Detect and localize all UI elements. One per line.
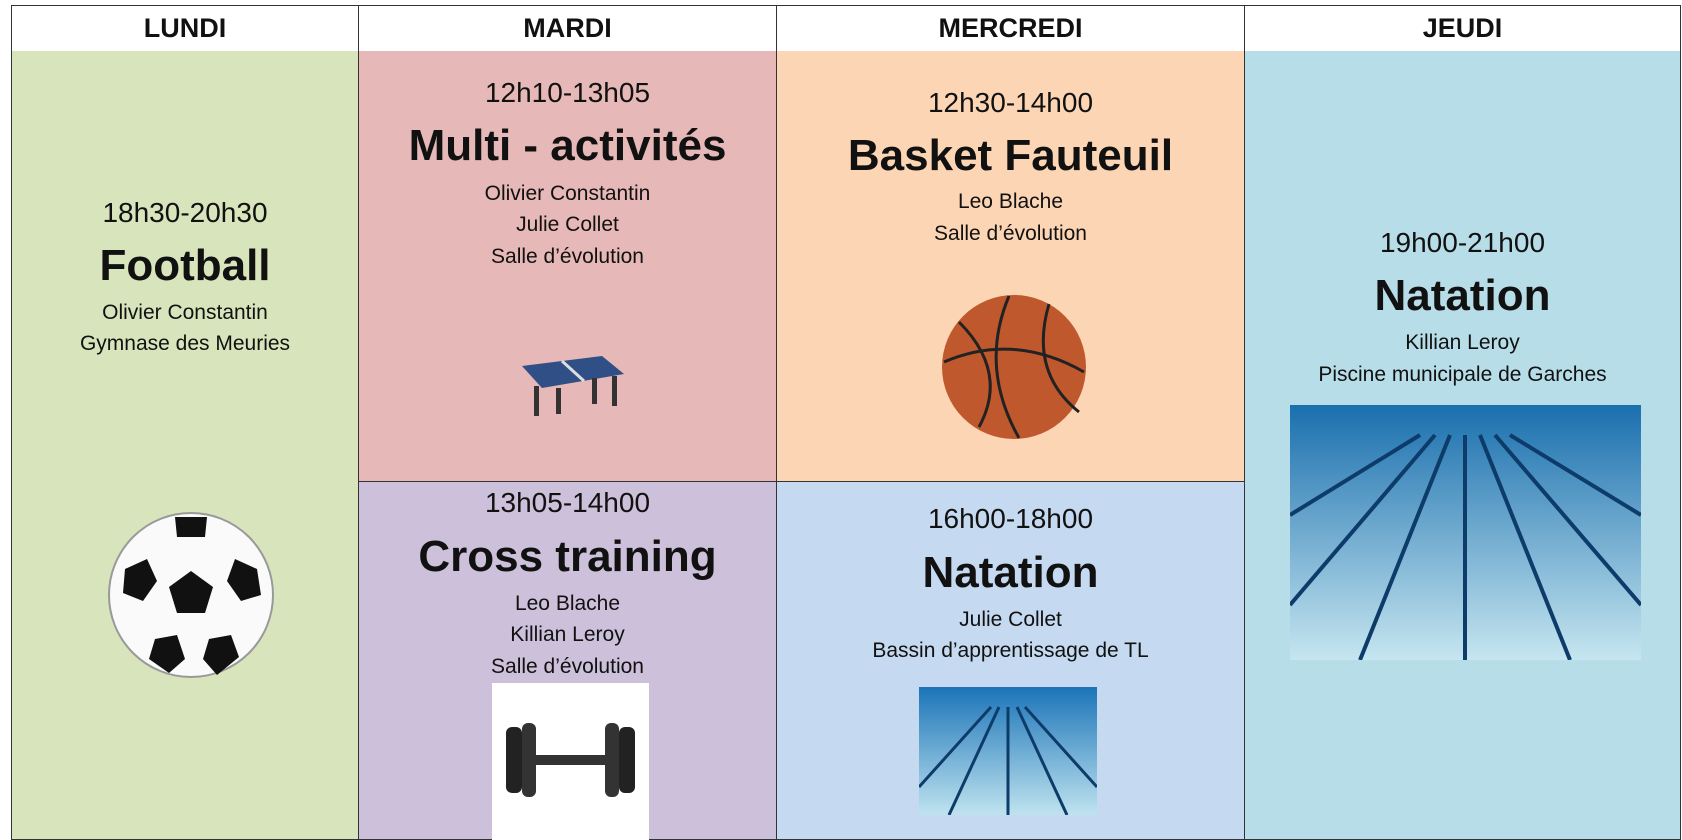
activity-time: 16h00-18h00 bbox=[927, 503, 1094, 534]
football-image bbox=[108, 512, 274, 678]
activity-detail: Julie Collet bbox=[959, 608, 1062, 631]
activity-time: 12h30-14h00 bbox=[927, 87, 1094, 118]
activity-time: 13h05-14h00 bbox=[484, 487, 651, 518]
activity-detail: Piscine municipale de Garches bbox=[1318, 363, 1607, 386]
activity-time: 12h10-13h05 bbox=[484, 77, 651, 108]
activity-detail: Bassin d’apprentissage de TL bbox=[872, 639, 1149, 662]
activity-detail: Leo Blache bbox=[957, 190, 1064, 213]
day-header: MERCREDI bbox=[776, 5, 1244, 52]
activity-detail: Killian Leroy bbox=[1405, 331, 1520, 354]
activity-detail: Leo Blache bbox=[514, 592, 621, 615]
activity-detail: Salle d’évolution bbox=[491, 655, 644, 678]
activity-title: Football bbox=[99, 241, 271, 290]
day-header: MARDI bbox=[358, 5, 776, 52]
activity-detail: Salle d’évolution bbox=[491, 245, 644, 268]
activity-cell: 12h10-13h05 Multi - activités Olivier Cons… bbox=[358, 51, 776, 482]
activity-title: Natation bbox=[1374, 271, 1551, 320]
activity-detail: Killian Leroy bbox=[510, 623, 625, 646]
activity-title: Natation bbox=[922, 548, 1099, 597]
activity-time: 18h30-20h30 bbox=[102, 197, 268, 228]
activity-detail: Gymnase des Meuries bbox=[79, 332, 291, 355]
day-header: LUNDI bbox=[11, 5, 358, 52]
basketball-image bbox=[942, 295, 1086, 439]
activity-time: 19h00-21h00 bbox=[1379, 227, 1546, 258]
dumbbell-image bbox=[492, 683, 649, 840]
activity-detail: Julie Collet bbox=[516, 213, 619, 236]
day-header: JEUDI bbox=[1244, 5, 1681, 52]
pool-large-image bbox=[1290, 405, 1641, 660]
activity-detail: Olivier Constantin bbox=[484, 182, 651, 205]
activity-title: Basket Fauteuil bbox=[847, 131, 1174, 180]
activity-title: Multi - activités bbox=[408, 121, 727, 170]
ping-pong-image bbox=[522, 356, 624, 416]
activity-cell: 18h30-20h30 Football Olivier Constantin Gym… bbox=[11, 51, 358, 840]
activity-title: Cross training bbox=[418, 532, 717, 581]
activity-detail: Salle d’évolution bbox=[934, 222, 1087, 245]
pool-small-image bbox=[919, 687, 1097, 815]
activity-detail: Olivier Constantin bbox=[102, 301, 268, 324]
